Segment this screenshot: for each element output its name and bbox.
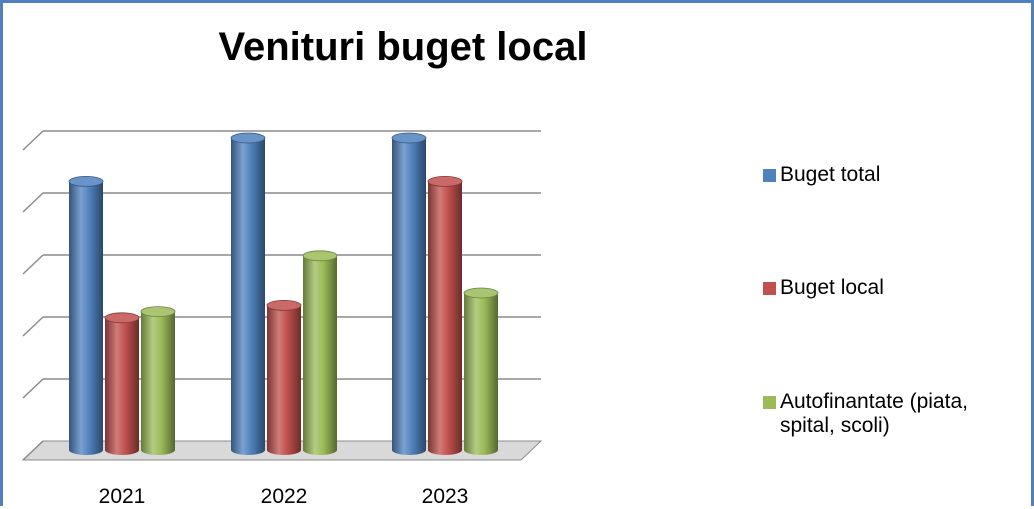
bar-top-buget-2021 [68,175,104,187]
gridline-side [22,378,44,399]
legend-label-autofinantate: Autofinantate (piata, spital, scoli) [780,390,968,437]
x-tick-label-2022: 2022 [261,485,308,508]
x-tick-label-2023: 2023 [422,485,469,508]
bar-autofinantate-2023 [464,293,498,455]
legend-swatch-autofinantate [763,396,776,409]
gridline-side [22,130,44,151]
legend-label-buget-local: Buget local [780,276,884,299]
legend-item-buget-total: Buget total [763,163,1033,187]
legend-swatch-buget-local [763,282,776,295]
legend-label-buget-total: Buget total [780,163,881,186]
bar-autofinantate-2022 [303,255,337,455]
legend-item-buget-local: Buget local [763,276,1033,300]
gridline-side [22,192,44,213]
bar-top-buget-2023 [391,132,427,144]
bar-top-autofinantate-2022 [302,250,338,262]
bar-top-buget-2023 [427,175,463,187]
bar-top-autofinantate-2023 [463,287,499,299]
bar-top-buget-2021 [104,312,140,324]
bar-top-buget-2022 [230,132,266,144]
chart-plot-area: 2021 2022 2023 [21,130,543,508]
gridline-side [22,254,44,275]
bar-top-autofinantate-2021 [140,306,176,318]
bar-buget-2021 [105,317,139,455]
gridline-side [22,316,44,337]
bar-buget-2022 [231,138,265,455]
legend-swatch-buget-total [763,169,776,182]
bar-buget-2023 [428,181,462,455]
bar-top-buget-2022 [266,299,302,311]
gridline-side [22,440,44,461]
bar-autofinantate-2021 [141,311,175,455]
bar-buget-2021 [69,181,103,455]
bar-buget-2022 [267,305,301,455]
bar-buget-2023 [392,138,426,455]
chart-title: Venituri buget local [218,25,588,69]
legend-item-autofinantate: Autofinantate (piata, spital, scoli) [763,390,1023,438]
x-tick-label-2021: 2021 [99,485,146,508]
